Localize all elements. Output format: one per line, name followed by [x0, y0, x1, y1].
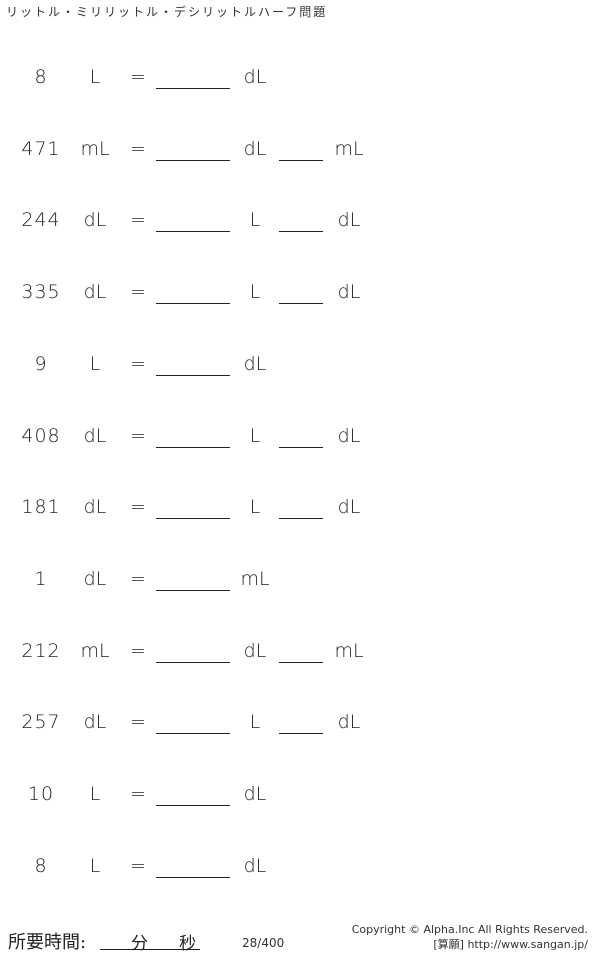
answer-unit-2: dL	[337, 281, 361, 304]
answer-unit-2: dL	[337, 209, 361, 232]
answer-unit: dL	[243, 639, 267, 662]
answer-unit: mL	[240, 567, 270, 590]
equals-sign: =	[130, 281, 146, 304]
answer-unit: dL	[243, 783, 267, 805]
minutes-label: 分	[131, 934, 148, 954]
problem-value: 471	[21, 137, 61, 160]
answer-blank[interactable]	[156, 661, 230, 663]
problem-row: 8 L = dL	[0, 851, 600, 881]
problem-unit: L	[89, 854, 101, 877]
worksheet-title: リットル・ミリリットル・デシリットルハーフ問題	[6, 5, 328, 19]
answer-blank-2[interactable]	[279, 661, 323, 663]
problem-unit: L	[89, 66, 101, 88]
problem-row: 244 dL = L dL	[0, 205, 600, 235]
answer-unit: dL	[243, 137, 267, 160]
problem-row: 10 L = dL	[0, 779, 600, 809]
answer-unit-2: mL	[334, 137, 364, 160]
problem-row: 9 L = dL	[0, 349, 600, 379]
answer-unit: L	[249, 424, 261, 447]
problem-value: 335	[21, 281, 61, 304]
answer-unit-2: dL	[337, 496, 361, 519]
answer-unit-2: mL	[334, 639, 364, 662]
answer-blank-2[interactable]	[279, 159, 323, 161]
equals-sign: =	[130, 424, 146, 447]
seconds-label: 秒	[179, 934, 196, 954]
problem-value: 1	[34, 567, 48, 590]
answer-blank-2[interactable]	[279, 231, 323, 233]
problem-unit: dL	[83, 496, 107, 519]
answer-blank-2[interactable]	[279, 446, 323, 448]
equals-sign: =	[130, 854, 146, 877]
answer-blank[interactable]	[156, 589, 230, 591]
equals-sign: =	[130, 711, 146, 734]
page-number: 28/400	[242, 936, 285, 950]
problem-value: 8	[34, 854, 48, 877]
answer-blank[interactable]	[156, 159, 230, 161]
equals-sign: =	[130, 567, 146, 590]
problem-row: 335 dL = L dL	[0, 277, 600, 307]
answer-blank-2[interactable]	[279, 518, 323, 520]
problem-value: 212	[21, 639, 61, 662]
problem-unit: dL	[83, 424, 107, 447]
problem-unit: dL	[83, 567, 107, 590]
answer-blank-2[interactable]	[279, 303, 323, 305]
problem-unit: dL	[83, 711, 107, 734]
problem-value: 9	[34, 352, 48, 375]
time-answer-line	[100, 949, 200, 950]
problem-unit: dL	[83, 209, 107, 232]
problem-value: 10	[27, 783, 55, 805]
equals-sign: =	[130, 137, 146, 160]
problem-unit: L	[89, 783, 101, 805]
answer-blank[interactable]	[156, 88, 230, 89]
equals-sign: =	[130, 783, 146, 805]
problem-row: 181 dL = L dL	[0, 492, 600, 522]
answer-unit-2: dL	[337, 711, 361, 734]
answer-blank[interactable]	[156, 303, 230, 305]
equals-sign: =	[130, 66, 146, 88]
problem-row: 471 mL = dL mL	[0, 134, 600, 164]
answer-unit: dL	[243, 352, 267, 375]
answer-blank[interactable]	[156, 805, 230, 806]
equals-sign: =	[130, 639, 146, 662]
answer-unit-2: dL	[337, 424, 361, 447]
problem-unit: mL	[80, 137, 110, 160]
equals-sign: =	[130, 496, 146, 519]
answer-unit: L	[249, 281, 261, 304]
time-label: 所要時間:	[8, 932, 87, 953]
problem-row: 8 L = dL	[0, 62, 600, 92]
problem-value: 8	[34, 66, 48, 88]
problem-row: 408 dL = L dL	[0, 421, 600, 451]
site-url: [算願] http://www.sangan.jp/	[433, 938, 588, 951]
equals-sign: =	[130, 352, 146, 375]
answer-blank-2[interactable]	[279, 733, 323, 735]
answer-blank[interactable]	[156, 374, 230, 376]
problem-unit: mL	[80, 639, 110, 662]
problem-row: 212 mL = dL mL	[0, 636, 600, 666]
problem-row: 257 dL = L dL	[0, 707, 600, 737]
problem-value: 244	[21, 209, 61, 232]
problem-value: 408	[21, 424, 61, 447]
answer-unit: dL	[243, 854, 267, 877]
answer-blank[interactable]	[156, 231, 230, 233]
problem-value: 181	[21, 496, 61, 519]
copyright-text: Copyright © Alpha.Inc All Rights Reserve…	[351, 923, 588, 936]
copyright: Copyright © Alpha.Inc All Rights Reserve…	[352, 922, 588, 952]
problem-value: 257	[21, 711, 61, 734]
answer-blank[interactable]	[156, 876, 230, 878]
answer-unit: L	[249, 209, 261, 232]
answer-blank[interactable]	[156, 446, 230, 448]
answer-blank[interactable]	[156, 733, 230, 735]
answer-unit: L	[249, 711, 261, 734]
answer-unit: L	[249, 496, 261, 519]
answer-unit: dL	[243, 66, 267, 88]
problem-unit: dL	[83, 281, 107, 304]
answer-blank[interactable]	[156, 518, 230, 520]
equals-sign: =	[130, 209, 146, 232]
problem-row: 1 dL = mL	[0, 564, 600, 594]
problem-unit: L	[89, 352, 101, 375]
